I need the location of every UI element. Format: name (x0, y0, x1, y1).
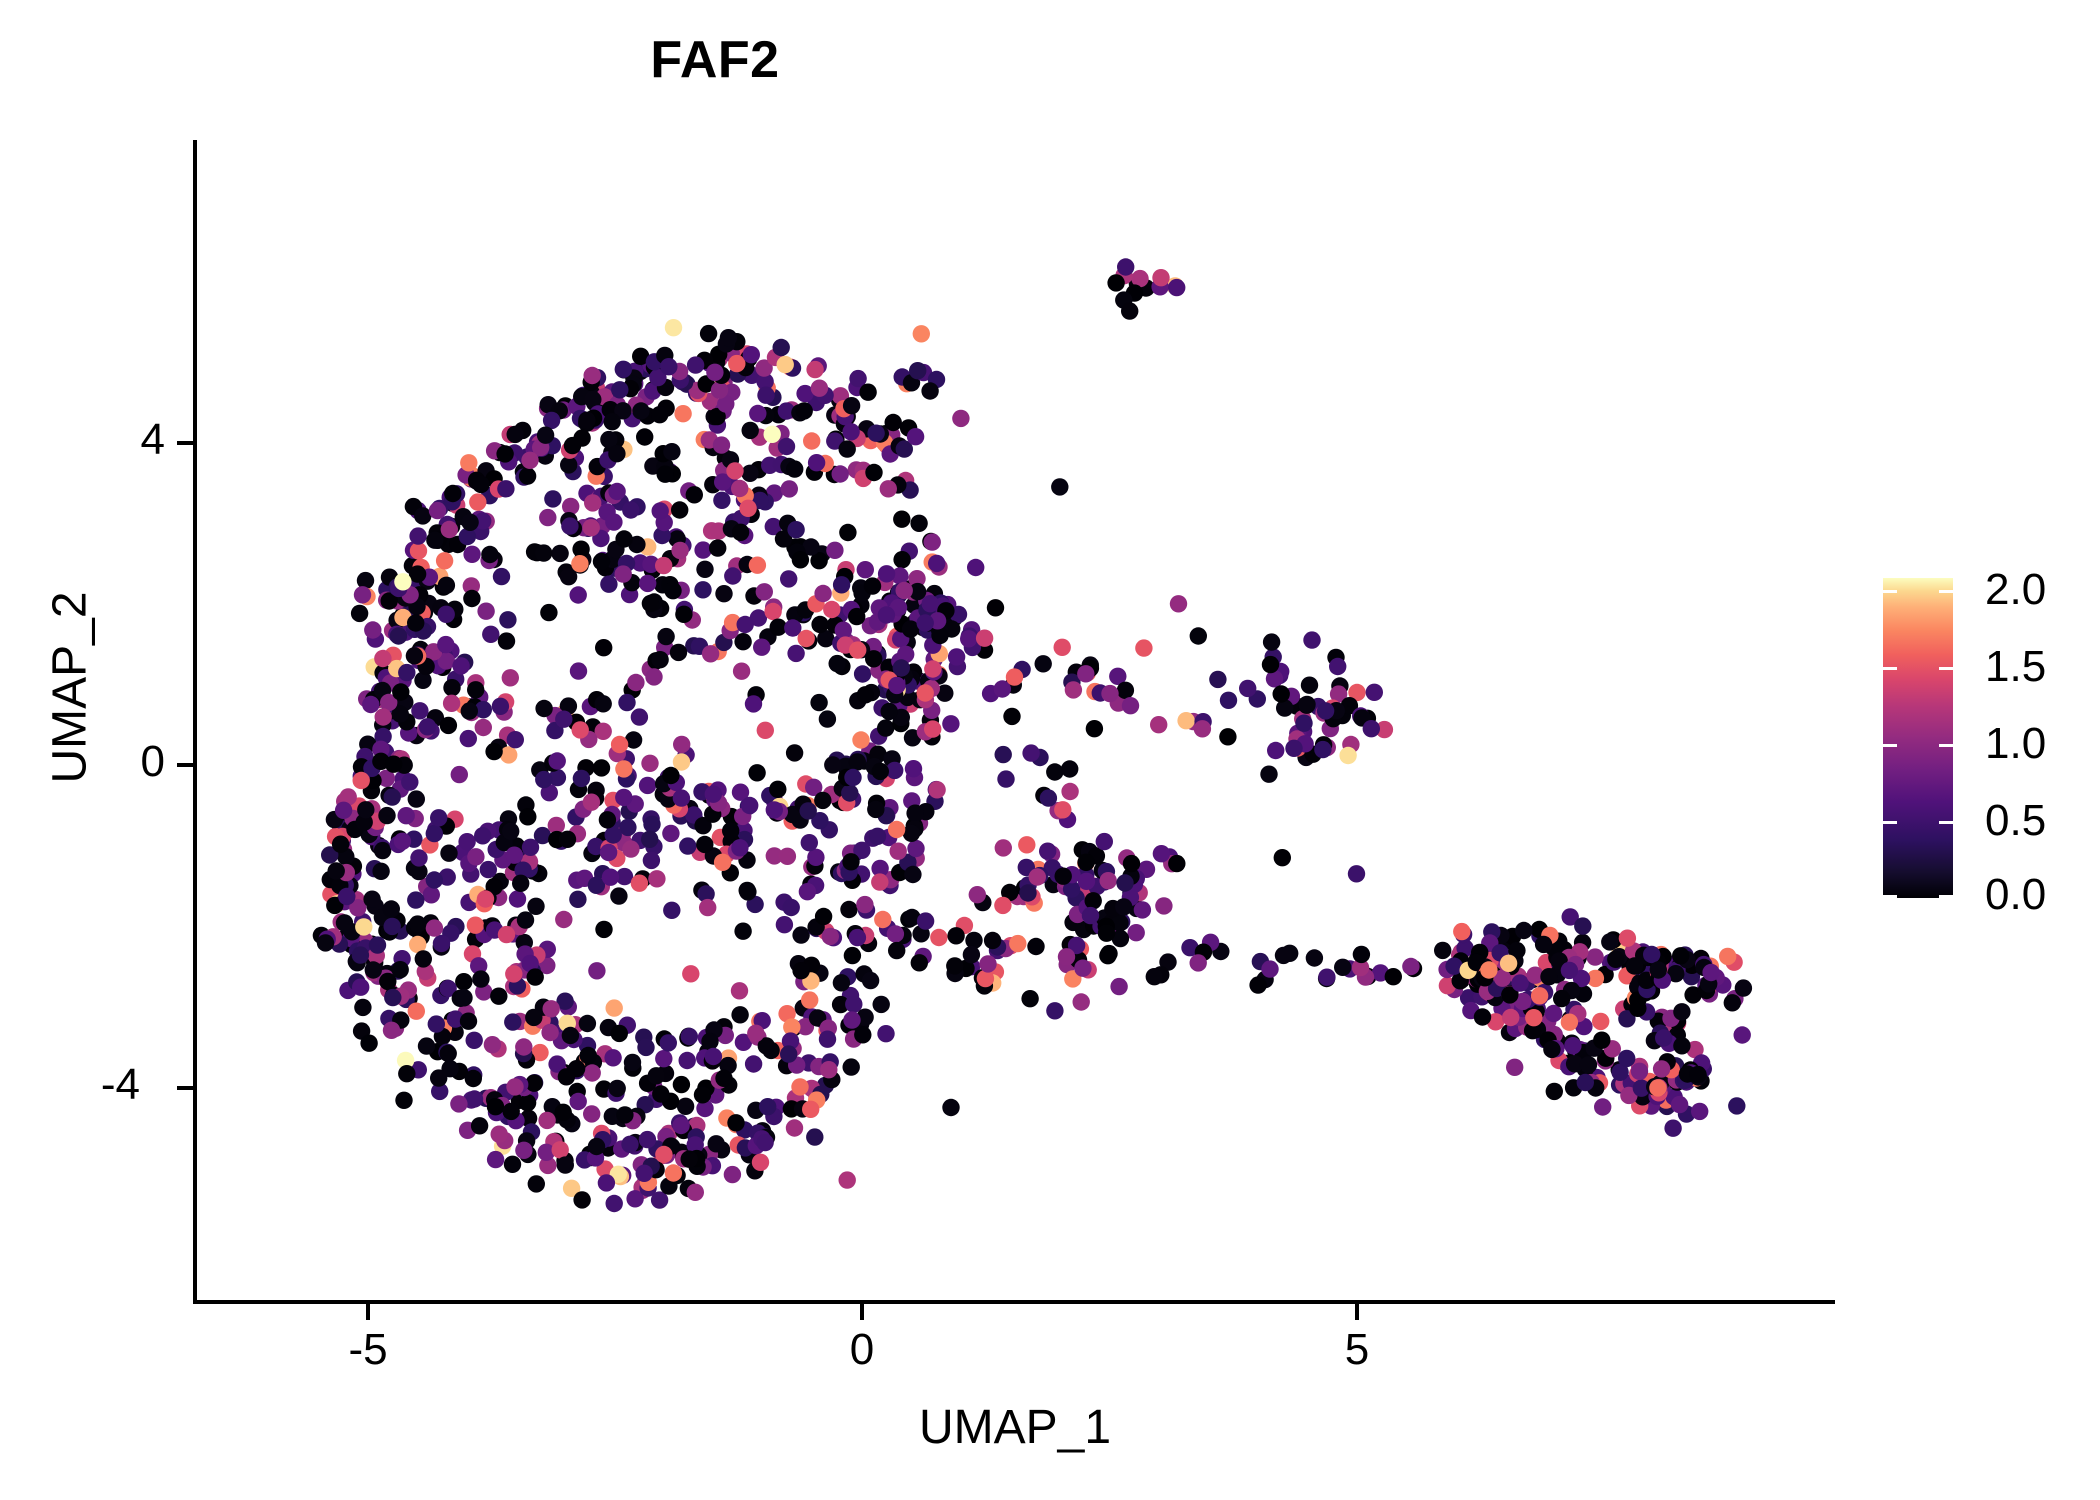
scatter-points-layer (312, 258, 1753, 1213)
colorbar-tick-2p0-left (1883, 590, 1897, 593)
x-tick-label-5: 5 (1344, 1325, 1370, 1374)
y-axis-line (193, 140, 197, 1304)
y-tick-label-neg4: -4 (100, 1060, 140, 1109)
y-tick-mark-neg4 (177, 1086, 193, 1090)
colorbar-tick-0p5-left (1883, 821, 1897, 824)
x-tick-mark-neg5 (366, 1304, 370, 1320)
colorbar-label-1p0: 1.0 (1985, 719, 2047, 768)
page-title: FAF2 (650, 31, 780, 89)
y-tick-mark-0 (177, 763, 193, 767)
y-axis-label: UMAP_2 (43, 591, 97, 784)
x-tick-label-0: 0 (849, 1325, 875, 1374)
x-axis-label: UMAP_1 (918, 1401, 1112, 1454)
x-tick-mark-5 (1355, 1304, 1359, 1320)
colorbar-tick-1p0-right (1939, 744, 1953, 747)
scatter-plot-panel (195, 140, 1835, 1302)
colorbar-tick-0p5-right (1939, 821, 1953, 824)
colorbar-label-2p0: 2.0 (1985, 565, 2047, 614)
y-tick-label-4: 4 (140, 415, 165, 464)
colorbar-label-0p5: 0.5 (1985, 796, 2047, 845)
colorbar-tick-2p0-right (1939, 590, 1953, 593)
colorbar-label-1p5: 1.5 (1985, 642, 2047, 691)
colorbar-tick-1p5-right (1939, 667, 1953, 670)
x-tick-label-neg5: -5 (348, 1325, 388, 1374)
colorbar-label-0p0: 0.0 (1985, 870, 2047, 919)
y-tick-label-0: 0 (140, 737, 165, 786)
colorbar-tick-1p0-left (1883, 744, 1897, 747)
colorbar-tick-1p5-left (1883, 667, 1897, 670)
colorbar-gradient (1883, 578, 1953, 898)
colorbar-tick-0p0-left (1883, 895, 1897, 898)
x-tick-mark-0 (860, 1304, 864, 1320)
colorbar-tick-0p0-right (1939, 895, 1953, 898)
y-tick-mark-4 (177, 441, 193, 445)
x-axis-line (193, 1300, 1835, 1304)
